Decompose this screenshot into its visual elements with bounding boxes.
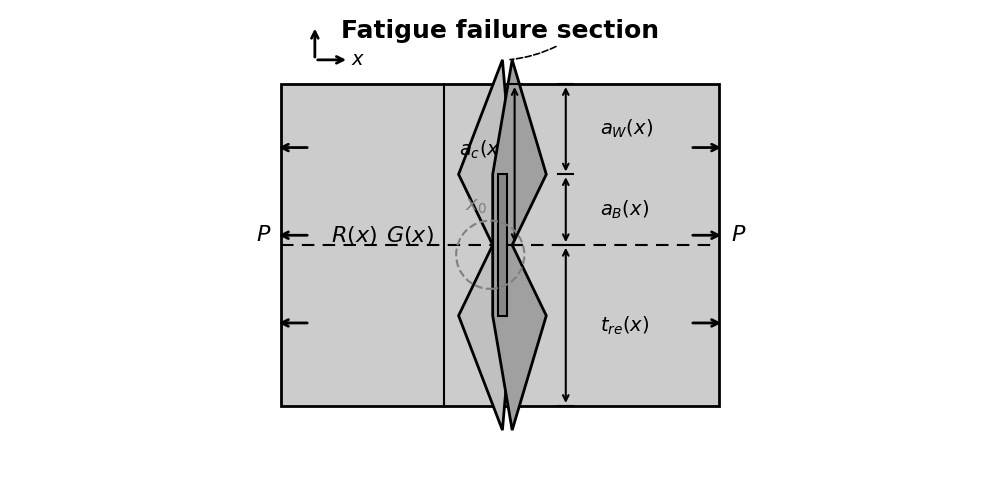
Text: $P$: $P$ [256,225,271,245]
Polygon shape [498,174,507,316]
Text: $G(x)$: $G(x)$ [386,224,434,247]
Polygon shape [459,60,512,430]
Text: $x$: $x$ [351,50,366,70]
Text: $t_{re}(x)$: $t_{re}(x)$ [600,314,649,337]
Text: $x_0$: $x_0$ [465,196,487,216]
Text: Fatigue failure section: Fatigue failure section [341,19,659,43]
Text: $a_W(x)$: $a_W(x)$ [600,118,653,141]
Text: $a_c(x)$: $a_c(x)$ [459,139,507,161]
FancyBboxPatch shape [281,84,719,406]
Polygon shape [493,60,546,430]
Text: $R(x)$: $R(x)$ [331,224,377,247]
Text: $P$: $P$ [731,225,747,245]
Text: $a_B(x)$: $a_B(x)$ [600,198,649,221]
